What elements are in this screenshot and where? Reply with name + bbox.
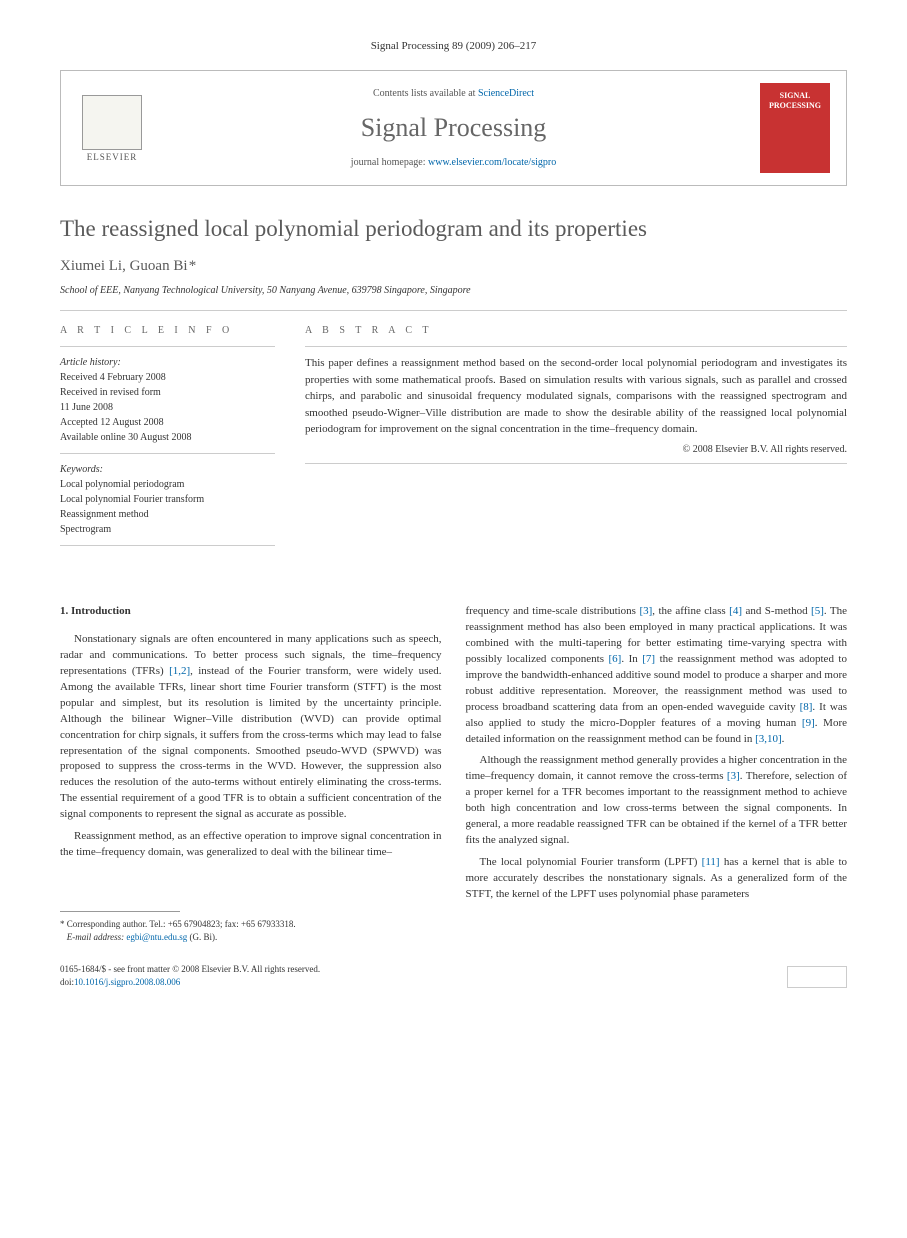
corr-text: Corresponding author. Tel.: +65 67904823… [67,919,296,929]
body-columns: 1. Introduction Nonstationary signals ar… [60,604,847,943]
text: , instead of the Fourier transform, were… [60,665,442,820]
journal-name: Signal Processing [163,113,744,143]
email-label: E-mail address: [67,932,127,942]
info-divider [60,545,275,546]
article-info-label: A R T I C L E I N F O [60,325,275,336]
email-footnote: E-mail address: egbi@ntu.edu.sg (G. Bi). [60,931,442,944]
article-info: A R T I C L E I N F O Article history: R… [60,325,275,554]
keyword: Reassignment method [60,507,275,522]
abstract-text: This paper defines a reassignment method… [305,355,847,438]
keywords-block: Keywords: Local polynomial periodogram L… [60,462,275,537]
article-title: The reassigned local polynomial periodog… [60,216,847,242]
ref-link[interactable]: [11] [702,856,720,868]
footer: 0165-1684/$ - see front matter © 2008 El… [60,963,847,988]
ref-link[interactable]: [3,10] [755,733,782,745]
publisher-logo-icon [787,966,847,988]
elsevier-logo: ELSEVIER [77,88,147,168]
history-block: Article history: Received 4 February 200… [60,355,275,445]
right-column: frequency and time-scale distributions [… [466,604,848,943]
paragraph: Although the reassignment method general… [466,753,848,849]
abstract-divider [305,463,847,464]
email-suffix: (G. Bi). [187,932,217,942]
homepage-prefix: journal homepage: [351,157,428,168]
keywords-heading: Keywords: [60,462,275,477]
doi-line: doi:10.1016/j.sigpro.2008.08.006 [60,976,320,989]
doi-link[interactable]: 10.1016/j.sigpro.2008.08.006 [74,977,180,987]
header-box: ELSEVIER Contents lists available at Sci… [60,70,847,186]
ref-link[interactable]: [3] [727,770,740,782]
info-divider [60,453,275,454]
cover-line2: PROCESSING [769,101,821,111]
ref-link[interactable]: [1,2] [169,665,190,677]
header-center: Contents lists available at ScienceDirec… [163,88,744,168]
online-date: Available online 30 August 2008 [60,430,275,445]
abstract-divider [305,346,847,347]
homepage-link[interactable]: www.elsevier.com/locate/sigpro [428,157,556,168]
author-names: Xiumei Li, Guoan Bi [60,258,188,274]
homepage-line: journal homepage: www.elsevier.com/locat… [163,157,744,168]
elsevier-tree-icon [82,95,142,150]
ref-link[interactable]: [7] [642,653,655,665]
revised-line1: Received in revised form [60,385,275,400]
journal-cover: SIGNAL PROCESSING [760,83,830,173]
paragraph: The local polynomial Fourier transform (… [466,855,848,903]
authors: Xiumei Li, Guoan Bi * [60,258,847,275]
history-heading: Article history: [60,355,275,370]
info-divider [60,346,275,347]
ref-link[interactable]: [3] [639,605,652,617]
corr-marker: * [189,258,197,274]
text: frequency and time-scale distributions [466,605,640,617]
contents-line: Contents lists available at ScienceDirec… [163,88,744,99]
text: The local polynomial Fourier transform (… [480,856,702,868]
ref-link[interactable]: [4] [729,605,742,617]
journal-reference: Signal Processing 89 (2009) 206–217 [60,40,847,52]
divider [60,310,847,311]
footer-left: 0165-1684/$ - see front matter © 2008 El… [60,963,320,988]
revised-line2: 11 June 2008 [60,400,275,415]
corresponding-author-footnote: * Corresponding author. Tel.: +65 679048… [60,918,442,931]
keyword: Spectrogram [60,522,275,537]
affiliation: School of EEE, Nanyang Technological Uni… [60,285,847,296]
abstract-column: A B S T R A C T This paper defines a rea… [305,325,847,554]
contents-prefix: Contents lists available at [373,88,478,99]
elsevier-label: ELSEVIER [87,152,138,162]
received-date: Received 4 February 2008 [60,370,275,385]
keyword: Local polynomial Fourier transform [60,492,275,507]
doi-prefix: doi: [60,977,74,987]
corr-marker: * [60,919,65,929]
keyword: Local polynomial periodogram [60,477,275,492]
cover-line1: SIGNAL [780,91,811,101]
accepted-date: Accepted 12 August 2008 [60,415,275,430]
text: . In [621,653,642,665]
paragraph: Nonstationary signals are often encounte… [60,632,442,823]
ref-link[interactable]: [9] [802,717,815,729]
sciencedirect-link[interactable]: ScienceDirect [478,88,534,99]
ref-link[interactable]: [6] [609,653,622,665]
text: and S-method [742,605,811,617]
abstract-label: A B S T R A C T [305,325,847,336]
footnote-separator [60,911,180,912]
text: . [782,733,785,745]
paragraph: Reassignment method, as an effective ope… [60,829,442,861]
left-column: 1. Introduction Nonstationary signals ar… [60,604,442,943]
info-abstract-row: A R T I C L E I N F O Article history: R… [60,325,847,554]
copyright: © 2008 Elsevier B.V. All rights reserved… [305,444,847,455]
front-matter-line: 0165-1684/$ - see front matter © 2008 El… [60,963,320,976]
ref-link[interactable]: [5] [811,605,824,617]
text: , the affine class [652,605,729,617]
section-heading: 1. Introduction [60,604,442,620]
paragraph: frequency and time-scale distributions [… [466,604,848,747]
ref-link[interactable]: [8] [800,701,813,713]
email-link[interactable]: egbi@ntu.edu.sg [126,932,187,942]
